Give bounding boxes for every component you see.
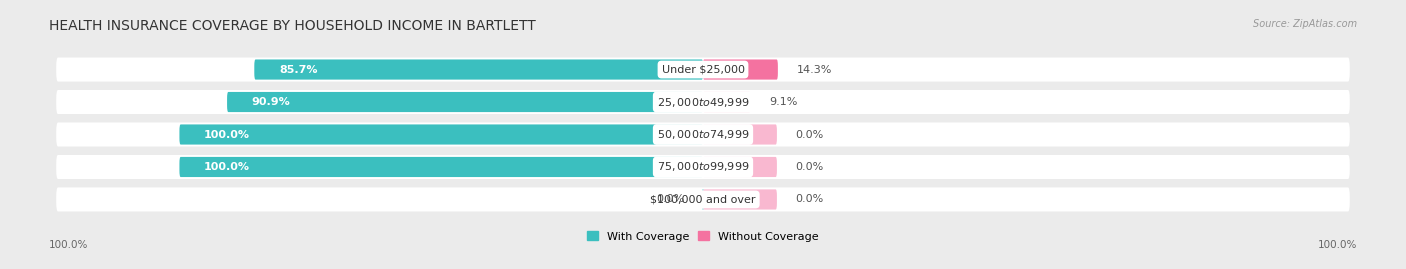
FancyBboxPatch shape (703, 92, 751, 112)
Text: 100.0%: 100.0% (49, 240, 89, 250)
FancyBboxPatch shape (56, 58, 1350, 82)
Text: 100.0%: 100.0% (204, 129, 250, 140)
Text: HEALTH INSURANCE COVERAGE BY HOUSEHOLD INCOME IN BARTLETT: HEALTH INSURANCE COVERAGE BY HOUSEHOLD I… (49, 19, 536, 33)
Text: 0.0%: 0.0% (657, 194, 685, 204)
Text: 90.9%: 90.9% (252, 97, 291, 107)
Text: $25,000 to $49,999: $25,000 to $49,999 (657, 95, 749, 108)
FancyBboxPatch shape (703, 157, 778, 177)
FancyBboxPatch shape (180, 157, 703, 177)
FancyBboxPatch shape (703, 125, 778, 144)
FancyBboxPatch shape (56, 90, 1350, 114)
Text: 9.1%: 9.1% (769, 97, 797, 107)
Text: $100,000 and over: $100,000 and over (650, 194, 756, 204)
FancyBboxPatch shape (702, 189, 704, 210)
FancyBboxPatch shape (180, 125, 703, 144)
Text: Under $25,000: Under $25,000 (661, 65, 745, 75)
Legend: With Coverage, Without Coverage: With Coverage, Without Coverage (582, 227, 824, 246)
Text: 0.0%: 0.0% (796, 194, 824, 204)
Text: 0.0%: 0.0% (796, 129, 824, 140)
FancyBboxPatch shape (254, 59, 703, 80)
Text: 14.3%: 14.3% (796, 65, 832, 75)
FancyBboxPatch shape (56, 122, 1350, 147)
Text: Source: ZipAtlas.com: Source: ZipAtlas.com (1253, 19, 1357, 29)
Text: 100.0%: 100.0% (204, 162, 250, 172)
FancyBboxPatch shape (56, 155, 1350, 179)
FancyBboxPatch shape (703, 59, 778, 80)
FancyBboxPatch shape (56, 187, 1350, 211)
FancyBboxPatch shape (703, 189, 778, 210)
Text: 100.0%: 100.0% (1317, 240, 1357, 250)
Text: $75,000 to $99,999: $75,000 to $99,999 (657, 161, 749, 174)
FancyBboxPatch shape (228, 92, 703, 112)
Text: 85.7%: 85.7% (278, 65, 318, 75)
Text: 0.0%: 0.0% (796, 162, 824, 172)
Text: $50,000 to $74,999: $50,000 to $74,999 (657, 128, 749, 141)
